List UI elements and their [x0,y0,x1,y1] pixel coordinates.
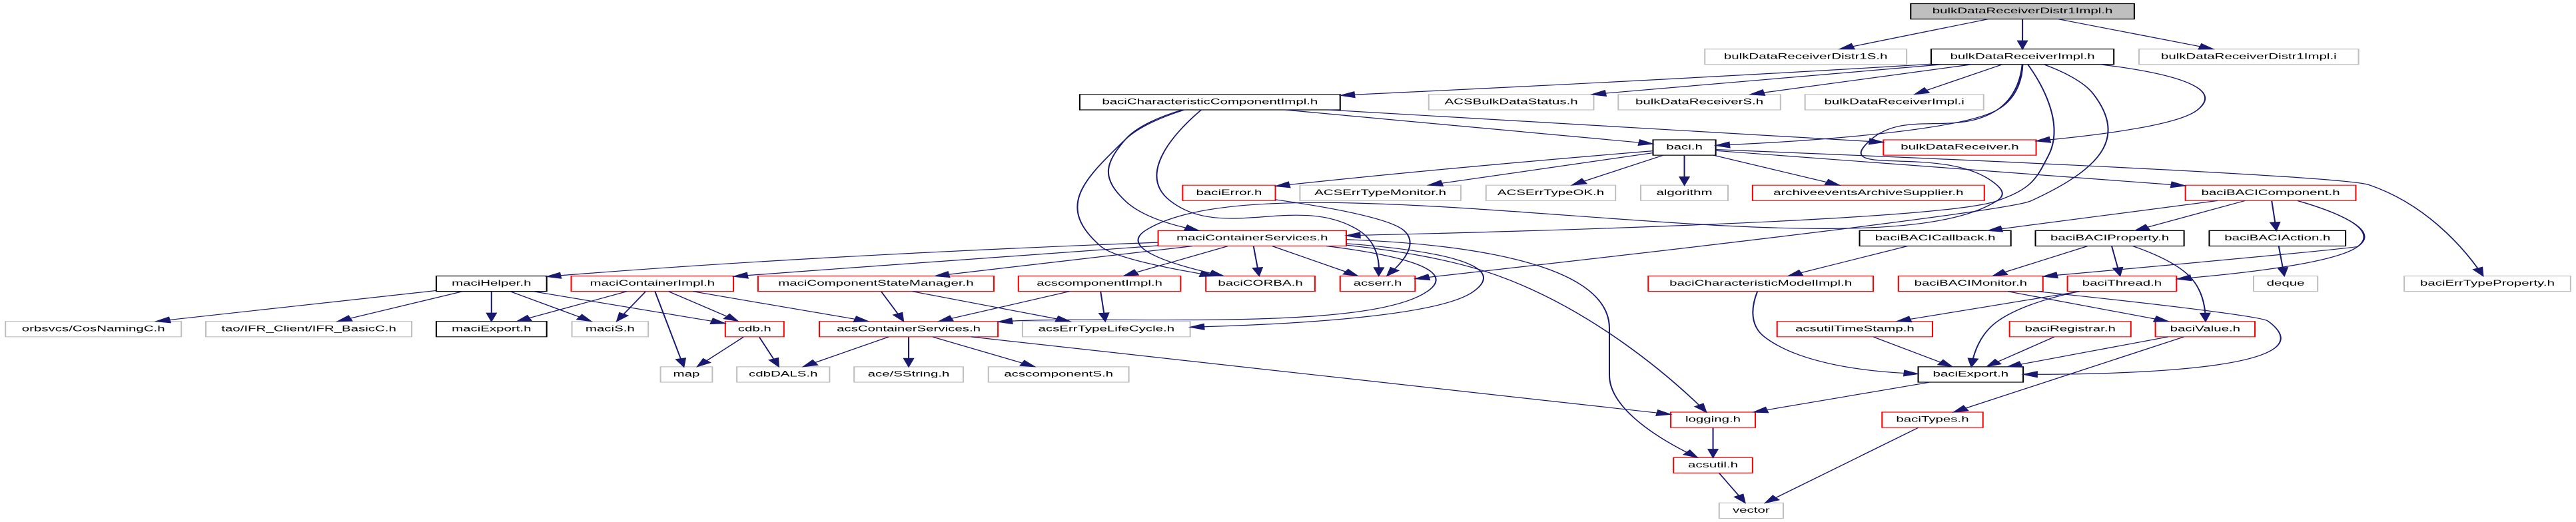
svg-text:ACSErrTypeMonitor.h: ACSErrTypeMonitor.h [1314,188,1446,197]
svg-text:bulkDataReceiverDistr1Impl.i: bulkDataReceiverDistr1Impl.i [2161,51,2337,61]
svg-text:maciHelper.h: maciHelper.h [452,278,531,288]
svg-text:acsErrTypeLifeCycle.h: acsErrTypeLifeCycle.h [1038,324,1174,333]
svg-text:logging.h: logging.h [1685,415,1741,424]
svg-text:cdb.h: cdb.h [738,324,771,333]
svg-text:baciBACICallback.h: baciBACICallback.h [1875,233,1996,242]
svg-text:baciCharacteristicModelImpl.h: baciCharacteristicModelImpl.h [1669,278,1852,288]
svg-text:maciS.h: maciS.h [586,324,635,333]
svg-text:maciComponentStateManager.h: maciComponentStateManager.h [778,278,973,288]
svg-text:acsContainerServices.h: acsContainerServices.h [837,324,981,333]
svg-text:acscomponentS.h: acscomponentS.h [1004,370,1113,379]
svg-text:bulkDataReceiverImpl.i: bulkDataReceiverImpl.i [1825,97,1964,107]
svg-text:baciBACIAction.h: baciBACIAction.h [2224,233,2330,242]
svg-text:vector: vector [1733,505,1770,515]
svg-text:maciExport.h: maciExport.h [452,324,531,333]
svg-text:baci.h: baci.h [1666,142,1703,152]
svg-text:baciRegistrar.h: baciRegistrar.h [2025,324,2116,333]
svg-text:map: map [673,370,700,379]
svg-text:bulkDataReceiverDistr1S.h: bulkDataReceiverDistr1S.h [1724,51,1888,61]
svg-text:baciError.h: baciError.h [1196,188,1262,197]
svg-text:cdbDALS.h: cdbDALS.h [749,370,817,379]
svg-text:bulkDataReceiverImpl.h: bulkDataReceiverImpl.h [1950,51,2095,61]
svg-text:baciTypes.h: baciTypes.h [1896,415,1968,424]
svg-text:baciThread.h: baciThread.h [2082,278,2162,288]
svg-text:baciErrTypeProperty.h: baciErrTypeProperty.h [2420,278,2555,288]
svg-text:baciExport.h: baciExport.h [1932,370,2008,379]
svg-text:orbsvcs/CosNamingC.h: orbsvcs/CosNamingC.h [22,324,165,333]
svg-text:baciValue.h: baciValue.h [2170,324,2240,333]
svg-text:baciCharacteristicComponentImp: baciCharacteristicComponentImpl.h [1102,97,1318,107]
svg-text:baciCORBA.h: baciCORBA.h [1218,278,1302,288]
svg-text:acsutilTimeStamp.h: acsutilTimeStamp.h [1795,324,1915,333]
svg-text:baciBACIMonitor.h: baciBACIMonitor.h [1915,278,2027,288]
svg-text:baciBACIComponent.h: baciBACIComponent.h [2202,188,2340,197]
svg-text:bulkDataReceiver.h: bulkDataReceiver.h [1901,142,2018,152]
svg-text:ace/SString.h: ace/SString.h [868,370,950,379]
svg-text:bulkDataReceiverDistr1Impl.h: bulkDataReceiverDistr1Impl.h [1932,6,2113,15]
svg-text:ACSErrTypeOK.h: ACSErrTypeOK.h [1498,188,1604,197]
svg-text:acserr.h: acserr.h [1354,278,1402,288]
svg-text:maciContainerImpl.h: maciContainerImpl.h [590,278,715,288]
svg-text:maciContainerServices.h: maciContainerServices.h [1176,233,1328,242]
svg-text:baciBACIProperty.h: baciBACIProperty.h [2050,233,2169,242]
svg-text:algorithm: algorithm [1656,188,1712,197]
svg-text:ACSBulkDataStatus.h: ACSBulkDataStatus.h [1445,97,1578,107]
svg-text:bulkDataReceiverS.h: bulkDataReceiverS.h [1635,97,1763,107]
svg-text:archiveeventsArchiveSupplier.h: archiveeventsArchiveSupplier.h [1773,188,1963,197]
svg-text:deque: deque [2267,278,2305,288]
svg-text:acscomponentImpl.h: acscomponentImpl.h [1037,278,1162,288]
svg-text:tao/IFR_Client/IFR_BasicC.h: tao/IFR_Client/IFR_BasicC.h [221,324,396,333]
svg-text:acsutil.h: acsutil.h [1688,460,1738,469]
